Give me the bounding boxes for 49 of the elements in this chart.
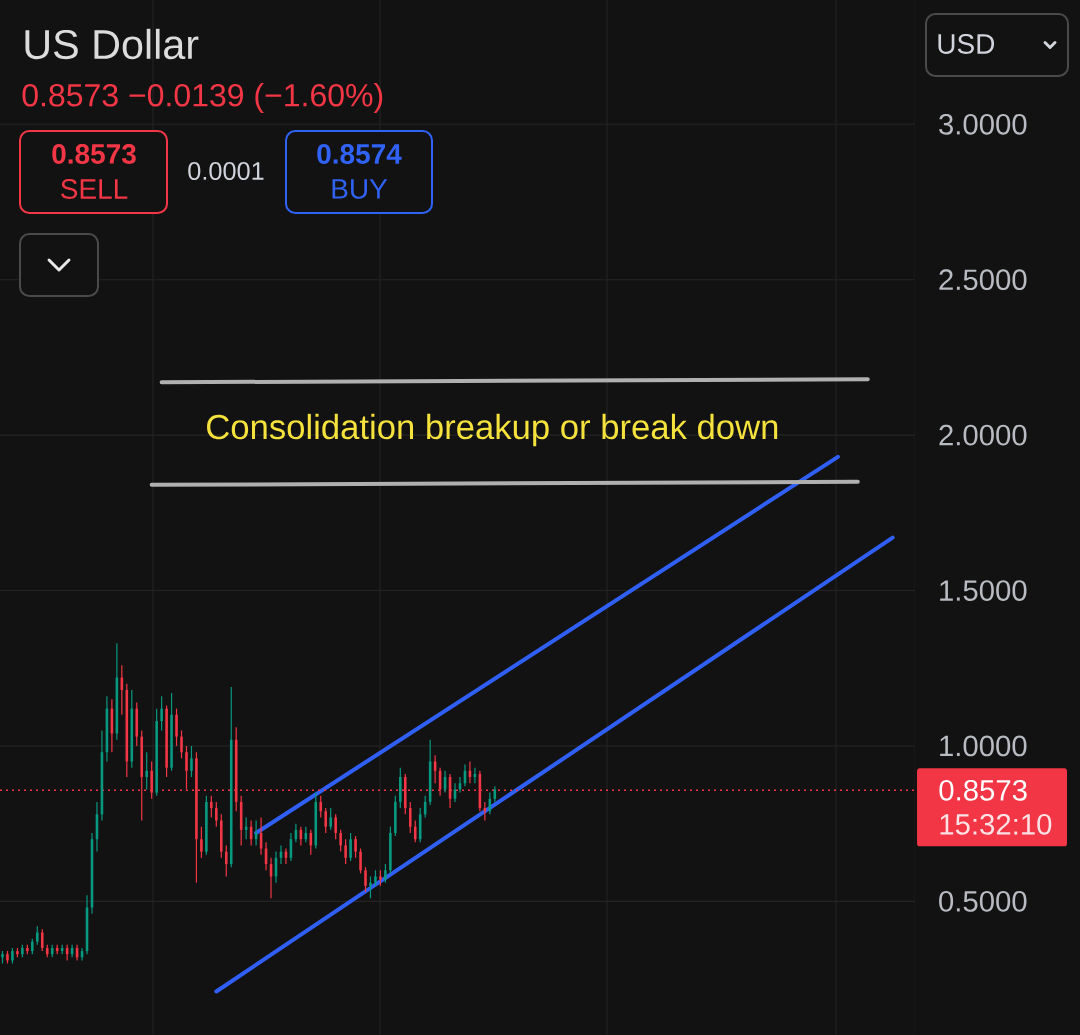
candlestick bbox=[145, 751, 148, 791]
candlestick bbox=[374, 869, 377, 887]
candlestick bbox=[190, 745, 193, 778]
annotation: 0.8574 bbox=[317, 144, 402, 164]
annotation: Consolidation breakup or break down bbox=[207, 413, 778, 447]
annotation: BUY bbox=[332, 179, 388, 199]
y-tick-label: 2.5000 bbox=[939, 269, 1027, 291]
candlestick bbox=[364, 866, 367, 893]
y-tick-label: 0.5000 bbox=[939, 890, 1027, 912]
candlestick bbox=[319, 795, 323, 819]
candlestick bbox=[334, 813, 337, 840]
text: USD bbox=[938, 34, 995, 54]
candlestick bbox=[359, 847, 362, 874]
candlestick bbox=[160, 695, 163, 731]
candlestick bbox=[1, 950, 4, 965]
candlestick bbox=[6, 950, 9, 965]
candlestick bbox=[40, 928, 44, 952]
y-tick-label: 1.5000 bbox=[940, 580, 1027, 601]
annotation: 0.8573 bbox=[52, 144, 136, 164]
annotation: 0.0001 bbox=[188, 162, 264, 180]
candlestick bbox=[384, 863, 387, 884]
candlestick bbox=[215, 801, 218, 828]
candlestick bbox=[170, 692, 173, 772]
candlestick bbox=[210, 795, 213, 819]
candlestick bbox=[344, 838, 347, 865]
candlestick bbox=[11, 947, 14, 965]
candlestick bbox=[150, 760, 153, 800]
candlestick bbox=[369, 875, 372, 899]
candlestick bbox=[324, 807, 328, 834]
candlestick bbox=[354, 835, 357, 859]
candlestick bbox=[413, 819, 417, 843]
text: 15:32:10 bbox=[940, 813, 1052, 835]
candlestick bbox=[379, 869, 382, 887]
candlestick bbox=[408, 801, 412, 834]
y-tick-label: 2.0000 bbox=[939, 424, 1027, 446]
text: 0.8573 −0.0139 (−1.60%) bbox=[22, 83, 383, 113]
candlestick bbox=[180, 729, 183, 759]
candlestick bbox=[224, 844, 228, 878]
y-tick-label: 3.0000 bbox=[939, 113, 1027, 135]
candlestick bbox=[36, 925, 39, 946]
candlestick bbox=[329, 807, 332, 831]
candlestick bbox=[175, 708, 178, 747]
ref-line-label: 0.8573 bbox=[939, 779, 1027, 801]
annotation: SELL bbox=[61, 179, 128, 199]
text: US Dollar bbox=[25, 28, 199, 60]
candlestick bbox=[339, 829, 342, 853]
candlestick bbox=[349, 832, 352, 862]
y-tick-label: 1.0000 bbox=[940, 735, 1027, 757]
candlestick bbox=[200, 826, 203, 859]
